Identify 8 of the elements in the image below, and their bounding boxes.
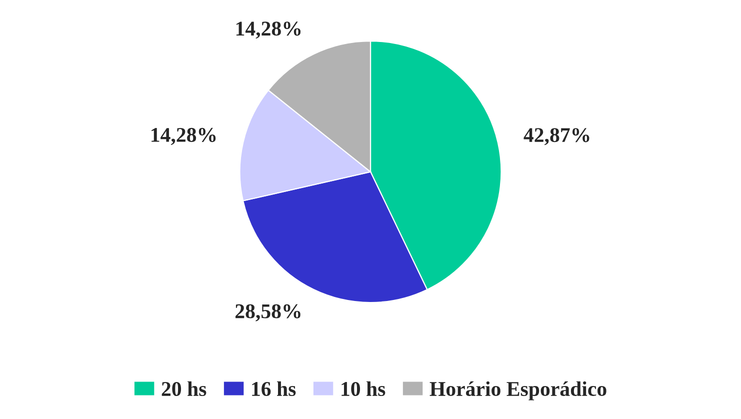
- legend-label: 16 hs: [252, 381, 296, 396]
- legend-label: 20 hs: [162, 381, 206, 396]
- legend-label: Horário Esporádico: [430, 381, 606, 400]
- data-label: 42,87%: [524, 128, 590, 146]
- data-label: 14,28%: [236, 22, 301, 39]
- data-label: 14,28%: [152, 128, 216, 146]
- legend-label: 10 hs: [342, 381, 386, 396]
- data-label: 28,58%: [236, 304, 300, 322]
